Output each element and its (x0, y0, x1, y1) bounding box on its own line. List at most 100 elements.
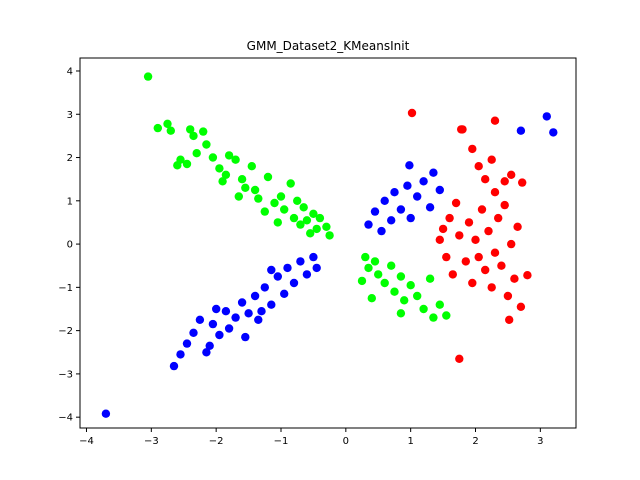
scatter-point (484, 226, 493, 236)
scatter-point (494, 213, 503, 223)
scatter-point (241, 183, 250, 192)
scatter-point (254, 194, 263, 203)
scatter-point (471, 235, 480, 244)
scatter-point (387, 261, 396, 270)
scatter-point (267, 300, 276, 309)
scatter-point (513, 222, 522, 231)
scatter-point (208, 153, 218, 162)
scatter-point (396, 205, 406, 214)
scatter-point (173, 161, 182, 170)
x-tick-label: 2 (472, 436, 478, 447)
scatter-point (364, 220, 373, 229)
scatter-point (364, 263, 373, 273)
scatter-point (507, 239, 516, 249)
scatter-point (377, 226, 386, 236)
y-tick-label: −4 (58, 413, 73, 424)
y-tick-label: 2 (67, 153, 73, 164)
scatter-point (153, 123, 162, 133)
scatter-point (542, 112, 551, 121)
plot-frame (79, 57, 577, 429)
scatter-point (429, 313, 438, 322)
scatter-point (413, 192, 422, 201)
scatter-point (312, 224, 321, 234)
scatter-point (163, 119, 172, 128)
scatter-point (477, 205, 487, 214)
scatter-point (487, 283, 496, 292)
scatter-point (237, 298, 247, 307)
scatter-point (231, 155, 240, 164)
scatter-point (315, 213, 325, 223)
scatter-point (182, 159, 192, 169)
scatter-point (205, 341, 214, 350)
points-layer (101, 72, 558, 418)
scatter-point (224, 151, 234, 160)
scatter-point (406, 213, 415, 223)
scatter-point (405, 161, 414, 170)
scatter-point (448, 270, 457, 279)
scatter-point (357, 276, 367, 286)
scatter-point (516, 302, 526, 311)
scatter-point (403, 181, 412, 190)
scatter-point (186, 125, 195, 134)
scatter-point (510, 274, 519, 283)
scatter-point (435, 185, 444, 195)
scatter-point (474, 162, 483, 171)
scatter-point (438, 224, 448, 234)
scatter-point (283, 263, 292, 273)
scatter-point (166, 126, 175, 135)
scatter-point (481, 265, 490, 275)
scatter-point (518, 178, 527, 187)
scatter-point (293, 196, 302, 205)
scatter-point (312, 263, 321, 273)
scatter-point (247, 162, 256, 171)
scatter-point (361, 252, 370, 262)
scatter-point (270, 198, 279, 208)
scatter-point (276, 192, 286, 201)
x-axis: −4 −3 −2 −1 0 1 2 3 (79, 428, 544, 447)
y-tick-label: 1 (67, 196, 73, 207)
scatter-point (215, 164, 224, 173)
y-axis: −4 −3 −2 −1 0 1 2 3 4 (58, 66, 80, 424)
scatter-point (189, 328, 198, 337)
scatter-point (396, 309, 406, 318)
scatter-point (231, 313, 240, 322)
scatter-point (221, 307, 231, 316)
scatter-point (195, 315, 205, 324)
scatter-point (435, 235, 444, 244)
scatter-point (370, 257, 380, 266)
scatter-point (260, 207, 269, 216)
scatter-point (289, 278, 299, 288)
scatter-point (263, 172, 273, 182)
scatter-point (237, 175, 247, 184)
scatter-point (250, 291, 260, 301)
scatter-point (390, 188, 399, 197)
scatter-point (497, 261, 506, 270)
scatter-point (429, 168, 438, 177)
scatter-point (199, 127, 208, 136)
scatter-point (296, 257, 305, 266)
scatter-point (289, 213, 299, 223)
y-tick-label: 3 (67, 110, 73, 121)
scatter-point (516, 126, 526, 135)
scatter-point (322, 222, 331, 231)
scatter-point (374, 270, 383, 279)
scatter-point (396, 272, 406, 281)
scatter-point (457, 125, 466, 134)
scatter-point (407, 108, 417, 118)
scatter-point (390, 287, 399, 296)
scatter-point (182, 339, 192, 348)
scatter-point (234, 192, 243, 201)
scatter-point (490, 116, 500, 125)
scatter-point (309, 209, 318, 218)
scatter-point (487, 155, 496, 164)
scatter-point (215, 330, 224, 340)
scatter-point (505, 315, 514, 324)
scatter-point (260, 283, 269, 292)
scatter-point (250, 185, 260, 195)
scatter-point (406, 281, 415, 290)
scatter-point (370, 207, 380, 216)
x-tick-label: 3 (537, 436, 543, 447)
x-tick-label: 1 (407, 436, 413, 447)
scatter-point (500, 200, 509, 210)
